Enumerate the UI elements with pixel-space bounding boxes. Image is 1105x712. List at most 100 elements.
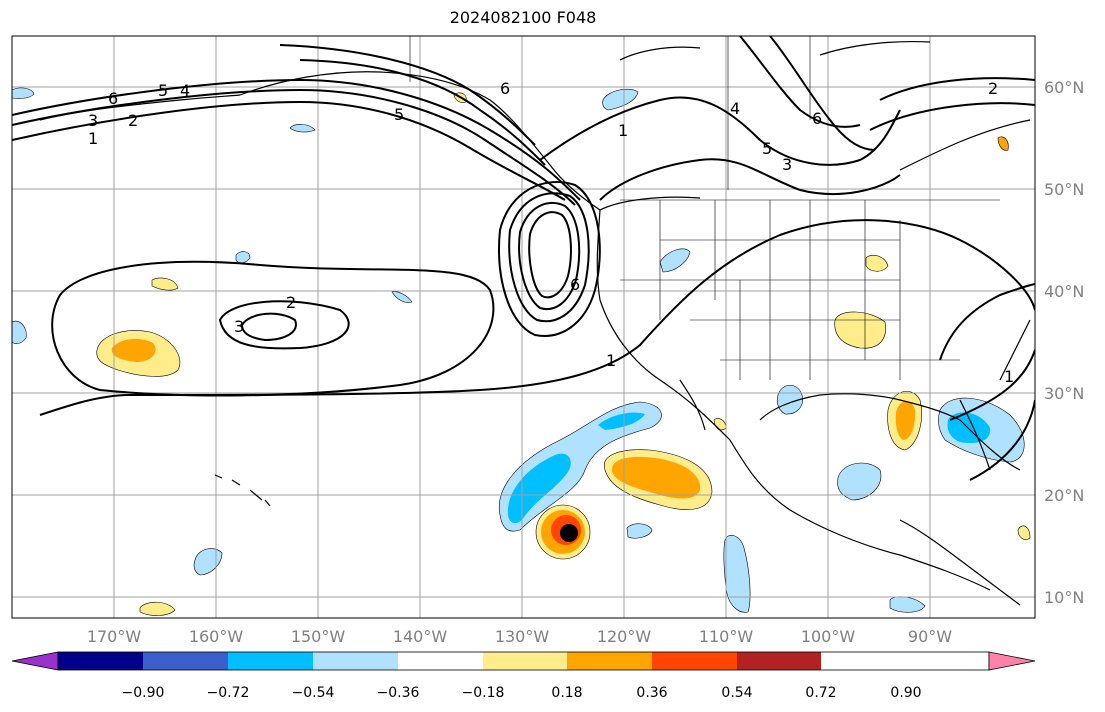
colorbar-label: 0.36 (636, 685, 667, 701)
contour-east-trough-2 (939, 283, 1035, 361)
colorbar-segment (58, 652, 143, 670)
neg-anomaly-small8 (235, 251, 251, 264)
lon-label-130w: 130°W (495, 627, 550, 646)
neg-anomaly-small3 (626, 523, 653, 539)
pos-anomaly-small2 (151, 277, 179, 291)
contour-label: 6 (570, 275, 580, 294)
contour-label: 6 (108, 89, 118, 108)
contour-label: 6 (812, 109, 822, 128)
contour-label: 5 (158, 81, 168, 100)
contour-label: 5 (394, 105, 404, 124)
contour-label: 4 (180, 81, 190, 100)
lon-label-160w: 160°W (189, 627, 244, 646)
lat-label-50n: 50°N (1044, 180, 1084, 199)
lon-label-110w: 110°W (699, 627, 754, 646)
contour-ridge-2 (599, 158, 901, 201)
colorbar-label: 0.90 (890, 685, 921, 701)
contour-label: 3 (782, 155, 792, 174)
contour-ridge-3 (739, 36, 861, 128)
neg-anomaly-baja-core2 (598, 412, 645, 430)
lon-label-140w: 140°W (393, 627, 448, 646)
contour-label: 6 (500, 79, 510, 98)
colorbar-segment (228, 652, 313, 670)
contour-jet-3 (12, 100, 566, 201)
contour-jet-1 (12, 78, 581, 201)
contour-jet-5 (279, 44, 536, 146)
lon-label-100w: 100°W (801, 627, 856, 646)
colorbar-segment (483, 652, 567, 670)
pos-anomaly-plains (834, 311, 886, 349)
central-america (899, 519, 1021, 606)
neg-anomaly-hawaii (193, 548, 223, 576)
neg-anomaly-small7 (391, 291, 413, 303)
neg-anomaly-florida-core (947, 412, 991, 444)
colorbar-label: 0.18 (551, 685, 582, 701)
colorbar: −0.90 −0.72 −0.54 −0.36 −0.18 0.18 0.36 … (11, 651, 1036, 701)
contour-ridge-4 (769, 36, 876, 151)
lon-label-90w: 90°W (908, 627, 952, 646)
map-title: 2024082100 F048 (449, 8, 597, 27)
colorbar-label: −0.72 (207, 685, 250, 701)
colorbar-segment (567, 652, 652, 670)
lat-label-60n: 60°N (1044, 78, 1084, 97)
pos-anomaly-gulf-core (895, 401, 916, 440)
colorbar-label: −0.36 (377, 685, 420, 701)
colorbar-extend-low (11, 651, 59, 671)
contour-label: 1 (618, 121, 628, 140)
contour-label: 1 (88, 129, 98, 148)
neg-anomaly-small9 (289, 124, 316, 133)
colorbar-label: −0.18 (462, 685, 505, 701)
contour-label: 1 (606, 351, 616, 370)
colorbar-label: 0.72 (805, 685, 836, 701)
contour-label: 3 (88, 111, 98, 130)
colorbar-label: 0.54 (721, 685, 752, 701)
colorbar-segment (652, 652, 737, 670)
contour-ridge-1 (539, 96, 901, 166)
colorbar-segment (398, 652, 483, 670)
latitude-labels: 60°N 50°N 40°N 30°N 20°N 10°N (1044, 78, 1084, 607)
contours (12, 36, 1035, 481)
contour-label: 4 (730, 99, 740, 118)
lat-label-40n: 40°N (1044, 282, 1084, 301)
pos-anomaly-small4 (997, 136, 1009, 151)
contour-label: 1 (1004, 367, 1014, 386)
florida-coast (959, 319, 1031, 471)
neg-anomaly-gulf-west (837, 462, 882, 501)
north-america-coast (596, 209, 1021, 591)
pos-anomaly-small3 (865, 254, 889, 272)
contour-cutoff-4 (528, 211, 572, 299)
storm-center-marker (560, 524, 578, 542)
contour-east-trough (949, 349, 1035, 481)
contour-label: 2 (988, 79, 998, 98)
lon-label-150w: 150°W (291, 627, 346, 646)
pos-anomaly-small5 (1017, 525, 1031, 540)
neg-anomaly-small6 (12, 87, 35, 99)
colorbar-labels: −0.90 −0.72 −0.54 −0.36 −0.18 0.18 0.36 … (122, 685, 922, 701)
pos-anomaly-mexico-core (612, 456, 701, 499)
contour-label: 2 (286, 293, 296, 312)
pos-anomaly-small1 (139, 601, 176, 616)
longitude-labels: 170°W 160°W 150°W 140°W 130°W 120°W 110°… (87, 627, 952, 646)
hudson-bay (619, 40, 931, 61)
neg-anomaly-small1 (602, 88, 639, 111)
contour-pacific-ring-core (240, 312, 297, 342)
canada-coast (599, 119, 1031, 211)
contour-east-1 (879, 77, 1035, 101)
contour-pacific-ring-inner (218, 300, 350, 350)
colorbar-segment (313, 652, 398, 670)
neg-anomaly-texas (776, 384, 803, 415)
neg-anomaly-small2 (659, 248, 691, 273)
contour-jet-4 (299, 59, 546, 166)
colorbar-segments (57, 651, 990, 671)
graticule (12, 36, 1035, 618)
contour-cutoff-2 (508, 192, 590, 323)
colorbar-segment (737, 652, 821, 670)
coastlines (39, 40, 1031, 606)
contour-label: 5 (762, 139, 772, 158)
contour-east-2 (869, 102, 1035, 131)
colorbar-extend-high (988, 651, 1036, 671)
colorbar-segment (143, 652, 228, 670)
neg-anomaly-pacific-sw (723, 535, 751, 613)
contour-1-south (39, 219, 1035, 416)
